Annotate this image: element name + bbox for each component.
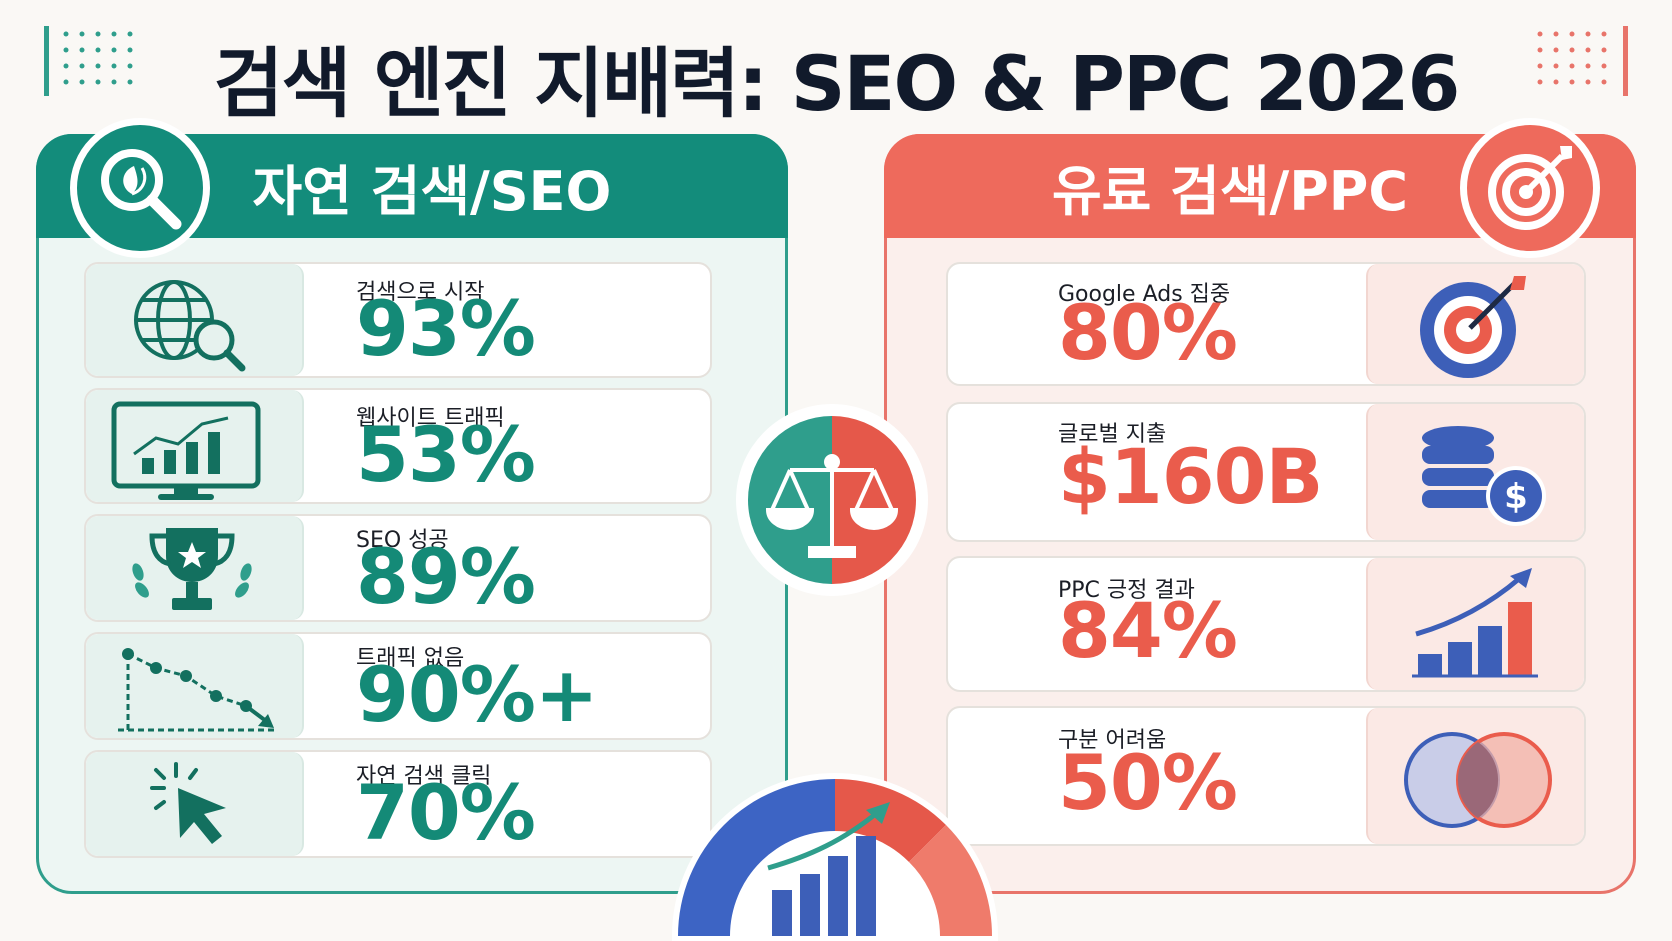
seo-stat-label-5: 자연 검색 클릭 bbox=[356, 764, 492, 789]
seo-stat-row-5: 자연 검색 클릭 70% bbox=[84, 750, 712, 858]
ppc-stat-row-4: 구분 어려움 50% bbox=[946, 706, 1586, 846]
seo-stat-value-4: 90%+ bbox=[356, 650, 599, 739]
seo-stat-row-1: 검색으로 시작 93% bbox=[84, 262, 712, 378]
page-title: 검색 엔진 지배력: SEO & PPC 2026 bbox=[213, 39, 1461, 128]
left-dots-decoration bbox=[44, 26, 134, 96]
ppc-badge-icon bbox=[1460, 118, 1600, 258]
seo-stat-row-3: SEO 성공 89% bbox=[84, 514, 712, 622]
seo-stat-row-4: 트래픽 없음 90%+ bbox=[84, 632, 712, 740]
ppc-stat-value-4: 50% bbox=[1058, 738, 1238, 827]
cursor-click-icon bbox=[86, 752, 304, 856]
venn-circles-icon bbox=[1366, 708, 1584, 844]
seo-stat-label-4: 트래픽 없음 bbox=[356, 646, 465, 671]
seo-stat-value-3: 89% bbox=[356, 532, 536, 621]
ppc-stat-value-1: 80% bbox=[1058, 288, 1238, 377]
ppc-stat-row-1: Google Ads 집중 80% bbox=[946, 262, 1586, 386]
globe-search-icon bbox=[86, 264, 304, 376]
seo-badge-icon bbox=[70, 118, 210, 258]
ppc-stat-label-2: 글로벌 지출 bbox=[1058, 422, 1167, 447]
bar-growth-icon bbox=[1366, 558, 1584, 690]
ppc-stat-row-3: PPC 긍정 결과 84% bbox=[946, 556, 1586, 692]
ppc-heading-text: 유료 검색/PPC bbox=[1051, 159, 1409, 223]
ppc-stat-value-3: 84% bbox=[1058, 586, 1238, 675]
declining-line-icon bbox=[86, 634, 304, 738]
ppc-stat-value-2: $160B bbox=[1058, 432, 1323, 521]
ppc-stat-label-3: PPC 긍정 결과 bbox=[1058, 578, 1195, 603]
seo-stat-label-1: 검색으로 시작 bbox=[356, 280, 485, 305]
gauge-growth-icon bbox=[660, 726, 1010, 941]
trophy-icon bbox=[86, 516, 304, 620]
seo-stat-label-2: 웹사이트 트래픽 bbox=[356, 406, 505, 431]
balance-scale-badge bbox=[734, 402, 930, 598]
seo-stat-value-1: 93% bbox=[356, 284, 536, 373]
ppc-stat-label-1: Google Ads 집중 bbox=[1058, 282, 1231, 307]
seo-stat-value-5: 70% bbox=[356, 768, 536, 857]
monitor-chart-icon bbox=[86, 390, 304, 502]
target-icon bbox=[1366, 264, 1584, 384]
svg-text:$: $ bbox=[1504, 477, 1528, 517]
scale-icon bbox=[765, 454, 899, 558]
seo-stat-label-3: SEO 성공 bbox=[356, 528, 449, 553]
ppc-stat-label-4: 구분 어려움 bbox=[1058, 728, 1167, 753]
coins-dollar-icon: $ bbox=[1366, 404, 1584, 540]
seo-stat-row-2: 웹사이트 트래픽 53% bbox=[84, 388, 712, 504]
right-dots-decoration bbox=[1536, 26, 1628, 96]
seo-heading-text: 자연 검색/SEO bbox=[252, 159, 612, 223]
ppc-stat-row-2: 글로벌 지출 $160B $ bbox=[946, 402, 1586, 542]
seo-stat-value-2: 53% bbox=[356, 410, 536, 499]
